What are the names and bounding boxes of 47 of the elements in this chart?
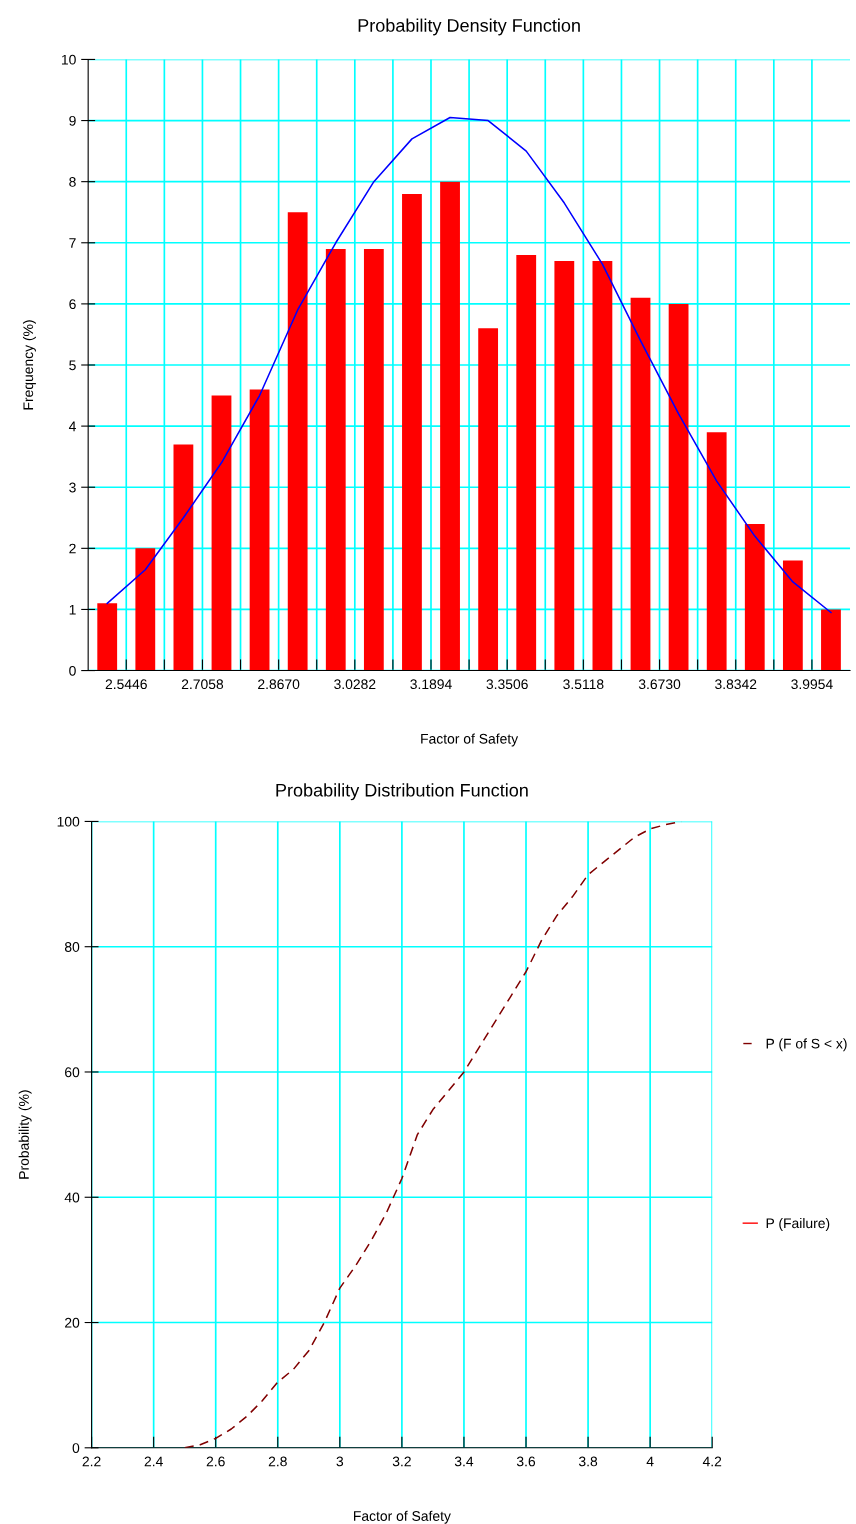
x-tick-label: 3.8342	[715, 679, 757, 690]
y-tick-label: 5	[69, 360, 76, 371]
y-tick-label: 2	[69, 543, 76, 554]
x-tick-label: 3.0282	[334, 679, 376, 690]
x-tick-label: 3.3506	[486, 679, 528, 690]
x-axis-title: Factor of Safety	[354, 1510, 451, 1524]
y-tick-label: 0	[69, 665, 76, 676]
y-tick-label: 60	[65, 1067, 80, 1078]
y-tick-label: 8	[69, 177, 76, 187]
y-tick-label: 1	[69, 604, 76, 615]
x-tick-label: 3.6730	[638, 679, 681, 690]
x-tick-label: 2.6	[206, 1456, 225, 1467]
x-tick-label: 3.2	[392, 1456, 411, 1467]
y-tick-label: 6	[69, 299, 76, 310]
y-tick-label: 80	[64, 942, 80, 952]
y-axis-title: Probability (%)	[18, 1090, 32, 1179]
legend-label: P (F of S < x)	[766, 1038, 847, 1052]
chart-title: Probability Density Function	[358, 18, 580, 36]
y-tick-label: 20	[65, 1317, 80, 1328]
x-tick-label: 2.5446	[105, 679, 147, 690]
x-tick-label: 3	[336, 1456, 344, 1467]
x-axis-title: Factor of Safety	[421, 733, 519, 747]
y-tick-label: 4	[68, 421, 76, 432]
x-tick-label: 2.8670	[258, 679, 300, 690]
x-tick-label: 4	[646, 1456, 654, 1467]
legend-label: P (Failure)	[766, 1217, 830, 1231]
y-tick-label: 40	[64, 1192, 80, 1203]
y-tick-label: 100	[57, 816, 80, 827]
chart-title: Probability Distribution Function	[276, 783, 528, 801]
x-tick-label: 3.5118	[563, 679, 604, 690]
x-tick-label: 2.7058	[181, 679, 224, 690]
y-tick-label: 7	[69, 238, 76, 248]
y-tick-label: 10	[61, 54, 76, 65]
y-tick-label: 0	[72, 1443, 80, 1453]
y-tick-label: 3	[69, 482, 76, 493]
x-tick-label: 4.2	[702, 1456, 722, 1467]
x-tick-label: 3.1894	[410, 679, 452, 690]
y-axis-title: Frequency (%)	[22, 320, 36, 410]
x-tick-label: 3.9954	[791, 679, 833, 690]
x-tick-label: 3.8	[578, 1456, 598, 1467]
y-tick-label: 9	[69, 115, 76, 126]
line-series	[106, 116, 832, 614]
x-tick-label: 3.6	[516, 1456, 536, 1467]
x-tick-label: 3.4	[454, 1456, 474, 1467]
x-tick-label: 2.2	[82, 1456, 101, 1467]
x-tick-label: 2.8	[268, 1456, 287, 1467]
x-tick-label: 2.4	[144, 1456, 163, 1467]
